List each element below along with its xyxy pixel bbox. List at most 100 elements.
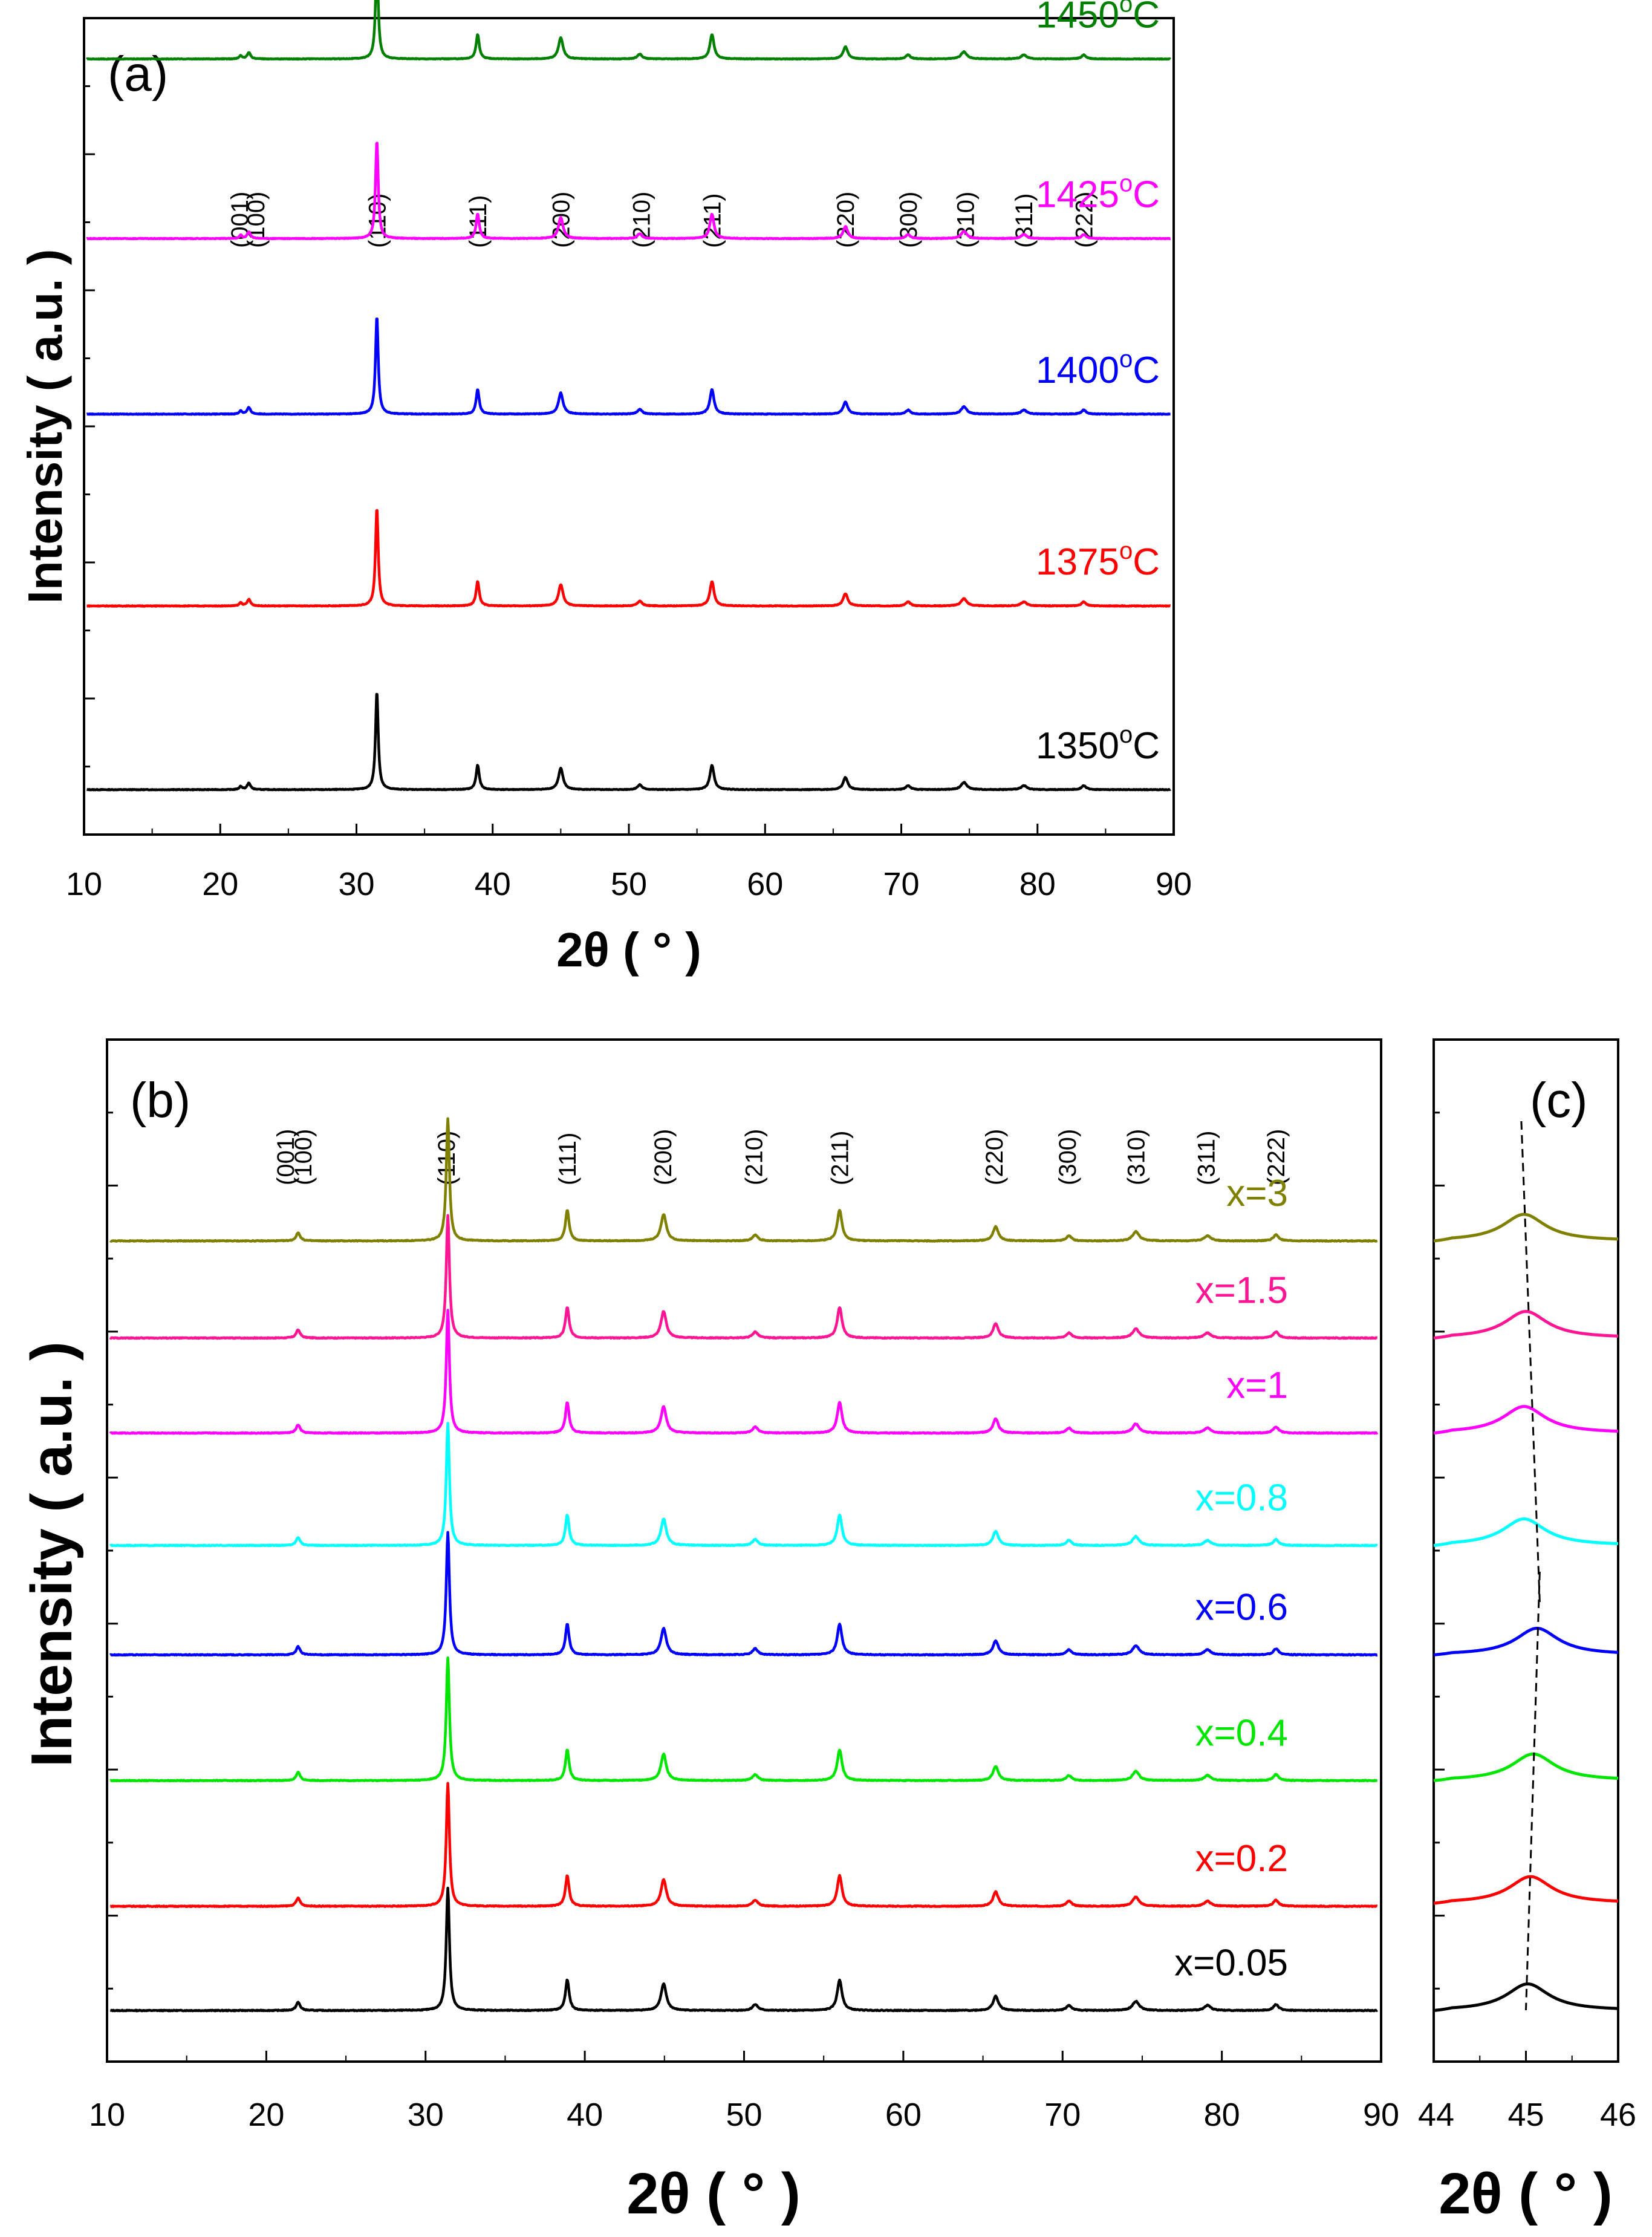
- panel-a-x-ticks: 10 20 30 40 50 60 70 80 90: [66, 824, 1192, 902]
- panel-a-x-tick-label: 20: [202, 866, 238, 902]
- panel-a-series-line-1425: [86, 142, 1171, 241]
- panel-c: (c) 2θ ( ° ) 44 45 46: [1418, 1038, 1636, 2226]
- panel-c-xlabel: 2θ ( ° ): [1439, 2161, 1613, 2226]
- panel-c-dashed-guide-lower: [1525, 1571, 1541, 2011]
- panel-c-x-ticks: 44 45 46: [1418, 2051, 1636, 2133]
- panel-b-hkl-label: (220): [981, 1129, 1008, 1185]
- panel-b-hkl-label: (300): [1055, 1129, 1081, 1185]
- panel-b-series-line-x-1: [109, 1309, 1379, 1435]
- panel-a-x-tick-label: 10: [66, 866, 102, 902]
- panel-c-x-tick-label: 46: [1600, 2097, 1636, 2133]
- panel-a-series-labels: 1350oC 1375oC 1400oC 1425oC 1450oC: [1036, 0, 1160, 767]
- panel-c-frame: [1432, 1038, 1619, 2063]
- panel-b-series-line-x-1-5: [109, 1214, 1378, 1340]
- panel-b-series-label: x=0.8: [1195, 1477, 1288, 1519]
- panel-b-x-tick-label: 60: [885, 2097, 922, 2133]
- panel-b-series-line-x-0-4: [109, 1656, 1378, 1783]
- panel-b-hkl-label: (222): [1263, 1129, 1290, 1185]
- panel-b-hkl-label: (311): [1193, 1131, 1220, 1185]
- panel-b-x-tick-label: 70: [1044, 2097, 1081, 2133]
- panel-b-frame: [106, 1038, 1382, 2063]
- panel-b-hkl-label: (310): [1123, 1129, 1150, 1185]
- panel-a-ylabel: Intensity ( a.u. ): [18, 249, 72, 604]
- panel-a-y-ticks: [84, 17, 95, 836]
- panel-b-x-tick-label: 10: [89, 2097, 125, 2133]
- panel-b-hkl-label: (001): [273, 1129, 299, 1185]
- panel-c-series-line-x-1-5: [1433, 1309, 1619, 1340]
- panel-b-series-label: x=0.2: [1195, 1838, 1288, 1880]
- panel-a-hkl-label: (110): [364, 194, 391, 248]
- panel-c-series-line-x-0-6: [1433, 1626, 1618, 1656]
- panel-b-series-line-x-3: [109, 1117, 1378, 1243]
- panel-b-x-tick-label: 30: [408, 2097, 444, 2133]
- panel-a-hkl-label: (311): [1011, 194, 1038, 248]
- panel-b-series: [109, 1117, 1379, 2013]
- panel-b: (b) 2θ ( ° ) Intensity ( a.u. ) 10 20 30 40…: [19, 1038, 1399, 2226]
- panel-c-y-ticks: [1434, 1038, 1445, 2063]
- panel-a-series: [86, 0, 1171, 792]
- panel-a-series-line-1450: [86, 0, 1171, 61]
- panel-a-series-label: 1400oC: [1036, 346, 1160, 391]
- panel-b-series-line-x-0-6: [109, 1531, 1378, 1657]
- panel-b-series-labels: x=0.05 x=0.2 x=0.4 x=0.6 x=0.8 x=1 x=1.5 x=3: [1174, 1173, 1288, 1984]
- panel-a-series-label: 1375oC: [1036, 538, 1160, 583]
- panel-b-hkl-label: (211): [827, 1131, 854, 1185]
- panel-b-series-label: x=0.05: [1174, 1942, 1288, 1984]
- panel-a-hkl-labels: (001)(100) (110) (111) (200) (210) (211) (220)…: [227, 192, 1098, 248]
- panel-b-series-label: x=1: [1226, 1365, 1288, 1407]
- panel-a: (a) 2θ ( ° ) Intensity ( a.u. ) 10 20 30 40…: [18, 0, 1192, 977]
- panel-a-series-label: 1450oC: [1036, 0, 1160, 36]
- panel-a-hkl-label: (220): [833, 192, 859, 248]
- panel-b-x-tick-label: 90: [1363, 2097, 1399, 2133]
- panel-b-x-tick-label: 80: [1204, 2097, 1240, 2133]
- panel-a-label: (a): [108, 47, 168, 102]
- panel-b-hkl-labels: (001)(100) (110) (111) (200) (210) (211) (220)…: [273, 1129, 1290, 1185]
- panel-c-series: [1433, 1213, 1619, 2012]
- panel-b-ylabel: Intensity ( a.u. ): [19, 1341, 84, 1767]
- panel-a-x-tick-label: 80: [1019, 866, 1056, 902]
- panel-c-dashed-guide-upper: [1520, 1121, 1541, 1603]
- panel-b-series-line-x-0-8: [109, 1422, 1378, 1548]
- panel-c-series-line-x-0-4: [1433, 1752, 1619, 1782]
- panel-b-y-ticks: [107, 1038, 118, 2063]
- panel-a-x-tick-label: 50: [611, 866, 647, 902]
- panel-a-frame: [83, 17, 1175, 836]
- panel-a-hkl-label: (310): [952, 192, 979, 248]
- panel-b-xlabel: 2θ ( ° ): [626, 2161, 801, 2226]
- panel-a-series-line-1400: [86, 317, 1171, 416]
- panel-a-x-tick-label: 90: [1156, 866, 1192, 902]
- panel-b-series-line-x-0-2: [109, 1782, 1378, 1909]
- panel-c-series-line-x-0-8: [1433, 1517, 1619, 1548]
- panel-b-series-label: x=0.6: [1195, 1586, 1288, 1628]
- panel-b-series-label: x=1.5: [1195, 1269, 1288, 1311]
- panel-b-label: (b): [130, 1073, 190, 1128]
- panel-a-series-label: 1350oC: [1036, 721, 1160, 767]
- panel-a-xlabel: 2θ ( ° ): [556, 923, 701, 977]
- panel-c-series-line-x-1: [1433, 1405, 1619, 1435]
- panel-a-series-line-1350: [86, 692, 1171, 792]
- panel-a-x-tick-label: 70: [883, 866, 919, 902]
- panel-c-x-tick-label: 44: [1418, 2097, 1454, 2133]
- panel-b-x-tick-label: 40: [567, 2097, 603, 2133]
- panel-c-series-line-x-3: [1433, 1213, 1619, 1243]
- panel-c-label: (c): [1530, 1073, 1588, 1128]
- panel-b-series-label: x=0.4: [1195, 1712, 1288, 1754]
- panel-c-series-line-x-0-2: [1433, 1875, 1618, 1905]
- panel-b-series-label: x=3: [1226, 1173, 1288, 1214]
- panel-b-series-line-x-0-05: [109, 1886, 1378, 2013]
- panel-b-hkl-label: (210): [741, 1129, 767, 1185]
- panel-b-x-tick-label: 50: [726, 2097, 762, 2133]
- panel-a-x-tick-label: 40: [475, 866, 511, 902]
- panel-c-x-tick-label: 45: [1507, 2097, 1544, 2133]
- panel-a-series-line-1375: [86, 509, 1171, 608]
- panel-a-series-label: 1425oC: [1036, 171, 1160, 216]
- panel-a-x-tick-label: 30: [338, 866, 374, 902]
- panel-b-hkl-label: (200): [650, 1129, 677, 1185]
- panel-c-series-line-x-0-05: [1433, 1982, 1619, 2012]
- panel-a-x-tick-label: 60: [747, 866, 783, 902]
- panel-b-x-ticks: 10 20 30 40 50 60 70 80 90: [89, 2051, 1399, 2133]
- panel-b-x-tick-label: 20: [248, 2097, 284, 2133]
- panel-b-hkl-label: (111): [554, 1133, 581, 1185]
- panel-b-hkl-label: (100): [290, 1129, 317, 1185]
